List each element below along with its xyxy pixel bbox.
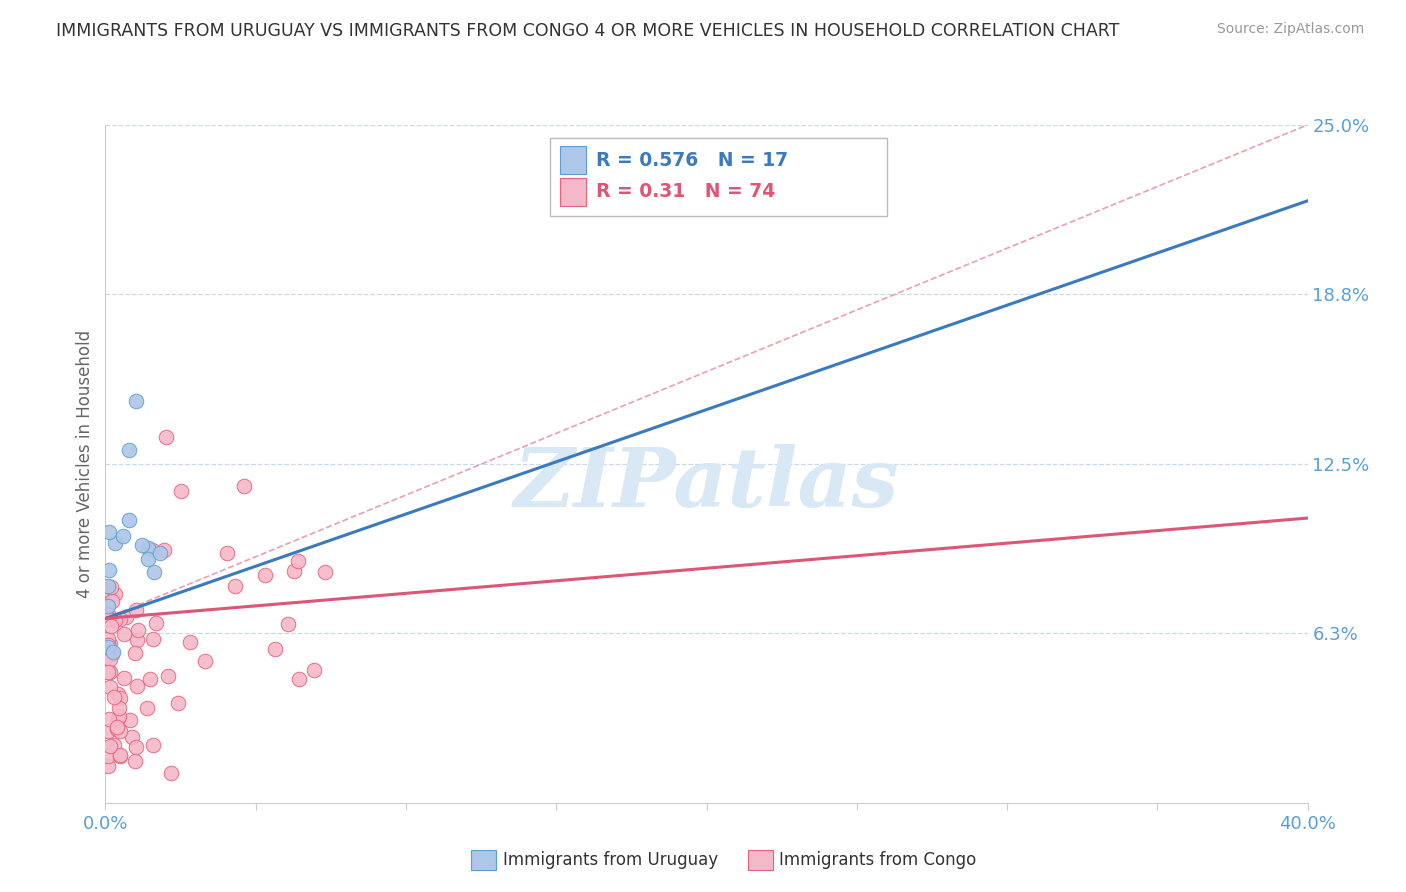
Point (107, 687, 129, 701)
Point (118, 443, 141, 458)
Point (263, 641, 285, 656)
Text: ZIPatlas: ZIPatlas (513, 444, 900, 524)
Point (98, 739, 121, 754)
Point (105, 720, 128, 734)
Text: Immigrants from Congo: Immigrants from Congo (779, 851, 976, 869)
Point (100, 594, 122, 608)
Point (148, 546, 170, 560)
Point (302, 663, 325, 677)
Point (112, 671, 135, 685)
Bar (560, 178, 586, 206)
Point (98, 665, 121, 679)
Point (110, 690, 132, 705)
Point (97, 607, 120, 621)
Point (224, 579, 246, 593)
Point (124, 754, 146, 768)
Point (98, 524, 121, 539)
Point (112, 627, 135, 641)
Point (141, 542, 163, 557)
Point (97, 748, 120, 763)
Point (97, 712, 120, 726)
Point (124, 646, 146, 660)
Y-axis label: 4 or more Vehicles in Household: 4 or more Vehicles in Household (76, 330, 94, 598)
Point (101, 647, 124, 661)
Text: Source: ZipAtlas.com: Source: ZipAtlas.com (1216, 22, 1364, 37)
Point (160, 765, 183, 780)
Point (97, 563, 120, 577)
Point (103, 587, 125, 601)
Point (288, 672, 311, 686)
Bar (560, 146, 586, 174)
Point (111, 529, 134, 543)
Point (142, 632, 165, 647)
Point (215, 546, 238, 560)
Point (108, 749, 131, 764)
Point (97, 759, 120, 773)
Point (120, 713, 142, 727)
Point (155, 430, 177, 444)
Point (277, 617, 299, 632)
Point (127, 623, 149, 637)
Point (127, 680, 149, 694)
Point (98, 652, 121, 666)
Point (108, 709, 131, 723)
Point (125, 632, 148, 647)
Point (135, 701, 157, 715)
Point (314, 566, 336, 580)
Point (108, 724, 131, 739)
Point (142, 566, 165, 580)
Point (98, 681, 121, 695)
Point (103, 739, 125, 753)
Point (108, 612, 131, 626)
Point (166, 696, 188, 710)
Point (103, 690, 125, 704)
Point (100, 580, 122, 594)
Point (108, 701, 131, 715)
Point (124, 394, 146, 409)
Point (125, 739, 148, 754)
Point (97, 648, 120, 662)
Point (97, 599, 120, 613)
Point (105, 723, 128, 737)
Text: Immigrants from Uruguay: Immigrants from Uruguay (503, 851, 718, 869)
Point (114, 609, 136, 624)
Text: IMMIGRANTS FROM URUGUAY VS IMMIGRANTS FROM CONGO 4 OR MORE VEHICLES IN HOUSEHOLD: IMMIGRANTS FROM URUGUAY VS IMMIGRANTS FR… (56, 22, 1119, 40)
Point (283, 564, 305, 578)
Point (97, 612, 120, 626)
Point (152, 542, 174, 557)
Point (121, 730, 143, 744)
Point (107, 711, 129, 725)
Point (97, 632, 120, 646)
Text: R = 0.576   N = 17: R = 0.576 N = 17 (596, 151, 787, 169)
Point (169, 483, 191, 498)
Point (118, 513, 141, 527)
Point (98, 637, 121, 651)
Point (194, 654, 217, 668)
Point (103, 535, 125, 549)
Point (179, 635, 201, 649)
Point (253, 567, 276, 582)
Point (97, 583, 120, 598)
FancyBboxPatch shape (550, 138, 887, 217)
Point (142, 738, 165, 752)
Point (139, 673, 162, 687)
Point (131, 538, 153, 552)
Point (97, 579, 120, 593)
Point (100, 618, 122, 632)
Text: R = 0.31   N = 74: R = 0.31 N = 74 (596, 182, 775, 201)
Point (97, 640, 120, 654)
Point (136, 541, 159, 556)
Point (97, 638, 120, 652)
Point (108, 748, 131, 763)
Point (145, 615, 167, 630)
Point (125, 602, 148, 616)
Point (287, 554, 309, 568)
Point (103, 645, 125, 659)
Point (156, 669, 179, 683)
Point (104, 613, 127, 627)
Point (136, 551, 159, 566)
Point (97, 724, 120, 739)
Point (233, 478, 256, 492)
Point (97, 665, 120, 680)
